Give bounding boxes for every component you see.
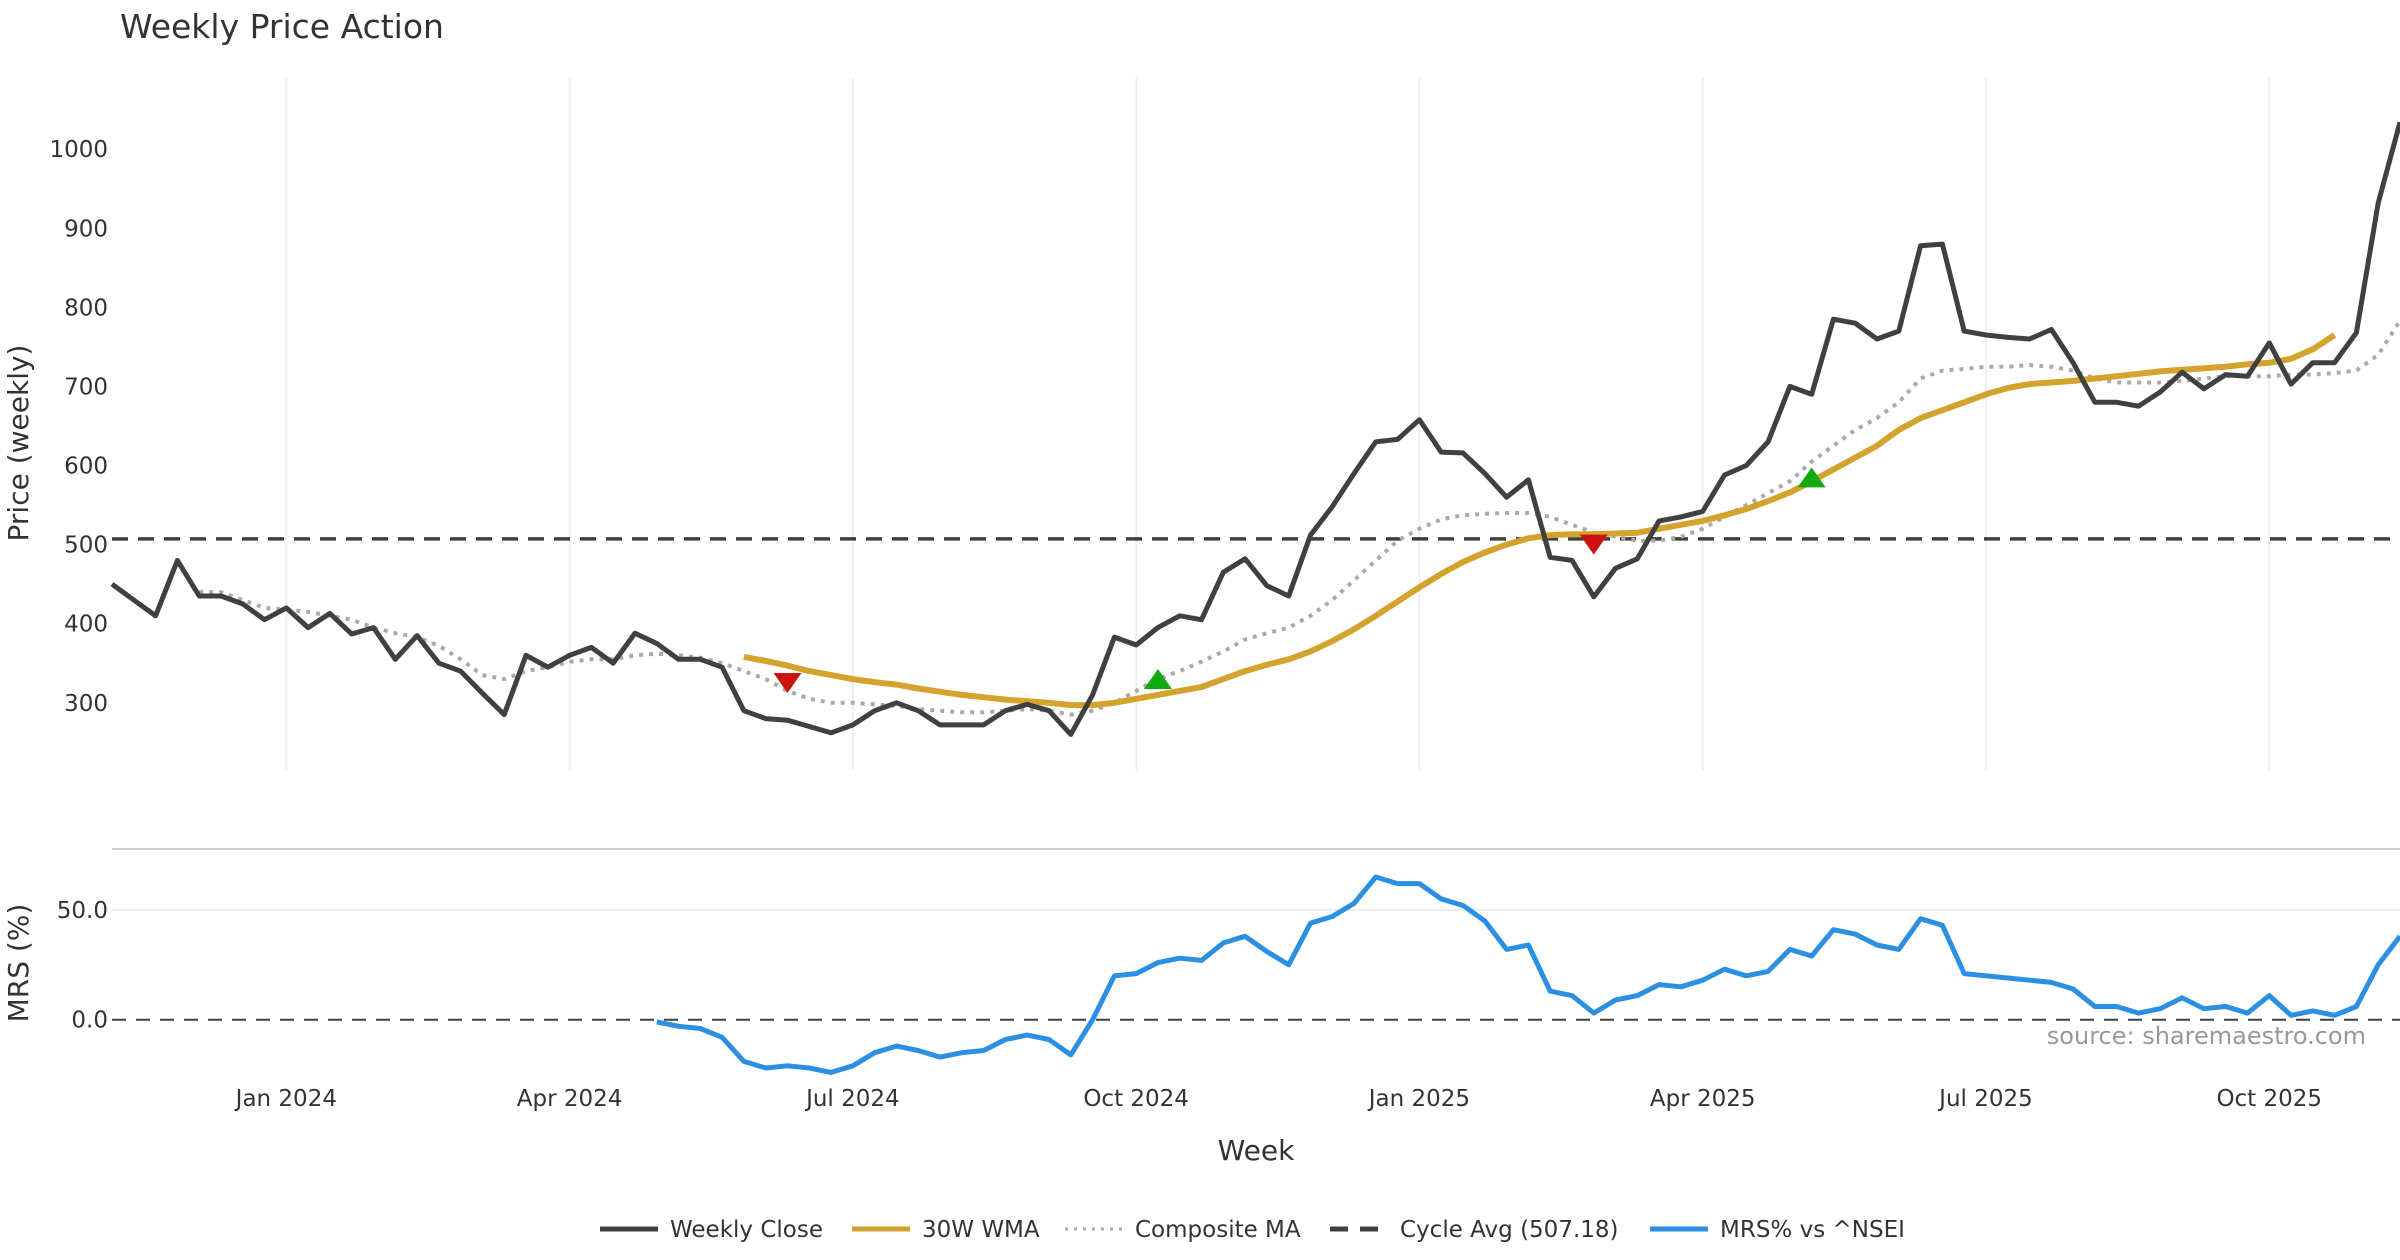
buy-signal-marker <box>1797 467 1826 488</box>
x-tick-label: Oct 2025 <box>2216 1086 2322 1112</box>
x-tick-label: Jul 2025 <box>1937 1086 2033 1112</box>
legend-label: Cycle Avg (507.18) <box>1400 1217 1619 1243</box>
legend: Weekly Close 30W WMA Composite MA Cycle Avg… <box>600 1217 1905 1243</box>
legend-item: Composite MA <box>1065 1217 1301 1243</box>
sell-signal-marker <box>773 673 802 694</box>
price-y-tick-labels: 300 400 500 600 700 800 900 1000 <box>49 137 108 717</box>
x-tick-label: Apr 2025 <box>1650 1086 1756 1112</box>
source-watermark: source: sharemaestro.com <box>2047 1022 2366 1050</box>
legend-label: MRS% vs ^NSEI <box>1720 1217 1905 1243</box>
price-y-tick-label: 700 <box>64 374 108 400</box>
price-gridlines <box>285 78 2271 770</box>
legend-item: 30W WMA <box>852 1217 1040 1243</box>
x-tick-label: Apr 2024 <box>517 1086 623 1112</box>
signal-markers <box>773 467 1826 694</box>
price-y-tick-label: 900 <box>64 216 108 242</box>
composite-ma-line <box>199 319 2400 717</box>
legend-item: MRS% vs ^NSEI <box>1650 1217 1905 1243</box>
x-tick-labels: Jan 2024 Apr 2024 Jul 2024 Oct 2024 Jan 2025… <box>234 1086 2322 1112</box>
price-series <box>110 121 2400 737</box>
price-y-tick-label: 300 <box>64 691 108 717</box>
x-tick-label: Jan 2024 <box>234 1086 337 1112</box>
price-y-tick-label: 600 <box>64 454 108 480</box>
mrs-gridlines <box>112 909 2400 1021</box>
mrs-y-tick-labels: 0.0 50.0 <box>57 898 108 1034</box>
sell-signal-marker <box>1579 534 1608 555</box>
x-tick-label: Jan 2025 <box>1367 1086 1470 1112</box>
price-y-tick-label: 800 <box>64 295 108 321</box>
legend-label: Composite MA <box>1135 1217 1301 1243</box>
mrs-line <box>656 874 2400 1075</box>
x-axis-label: Week <box>1218 1134 1295 1167</box>
legend-item: Weekly Close <box>600 1217 823 1243</box>
legend-label: 30W WMA <box>922 1217 1040 1243</box>
mrs-y-axis-label: MRS (%) <box>2 904 35 1023</box>
price-y-tick-label: 400 <box>64 612 108 638</box>
x-tick-label: Oct 2024 <box>1083 1086 1189 1112</box>
legend-item: Cycle Avg (507.18) <box>1330 1217 1619 1243</box>
price-y-axis-label: Price (weekly) <box>2 345 35 542</box>
weekly-close-line <box>110 121 2400 737</box>
chart-title: Weekly Price Action <box>120 7 444 46</box>
mrs-series <box>656 874 2400 1075</box>
mrs-y-tick-label: 50.0 <box>57 898 108 924</box>
30w-wma-line <box>743 332 2337 709</box>
mrs-y-tick-label: 0.0 <box>71 1008 108 1034</box>
buy-signal-marker <box>1143 669 1172 690</box>
x-tick-label: Jul 2024 <box>804 1086 900 1112</box>
price-y-tick-label: 1000 <box>49 137 108 163</box>
legend-label: Weekly Close <box>670 1217 823 1243</box>
price-y-tick-label: 500 <box>64 533 108 559</box>
